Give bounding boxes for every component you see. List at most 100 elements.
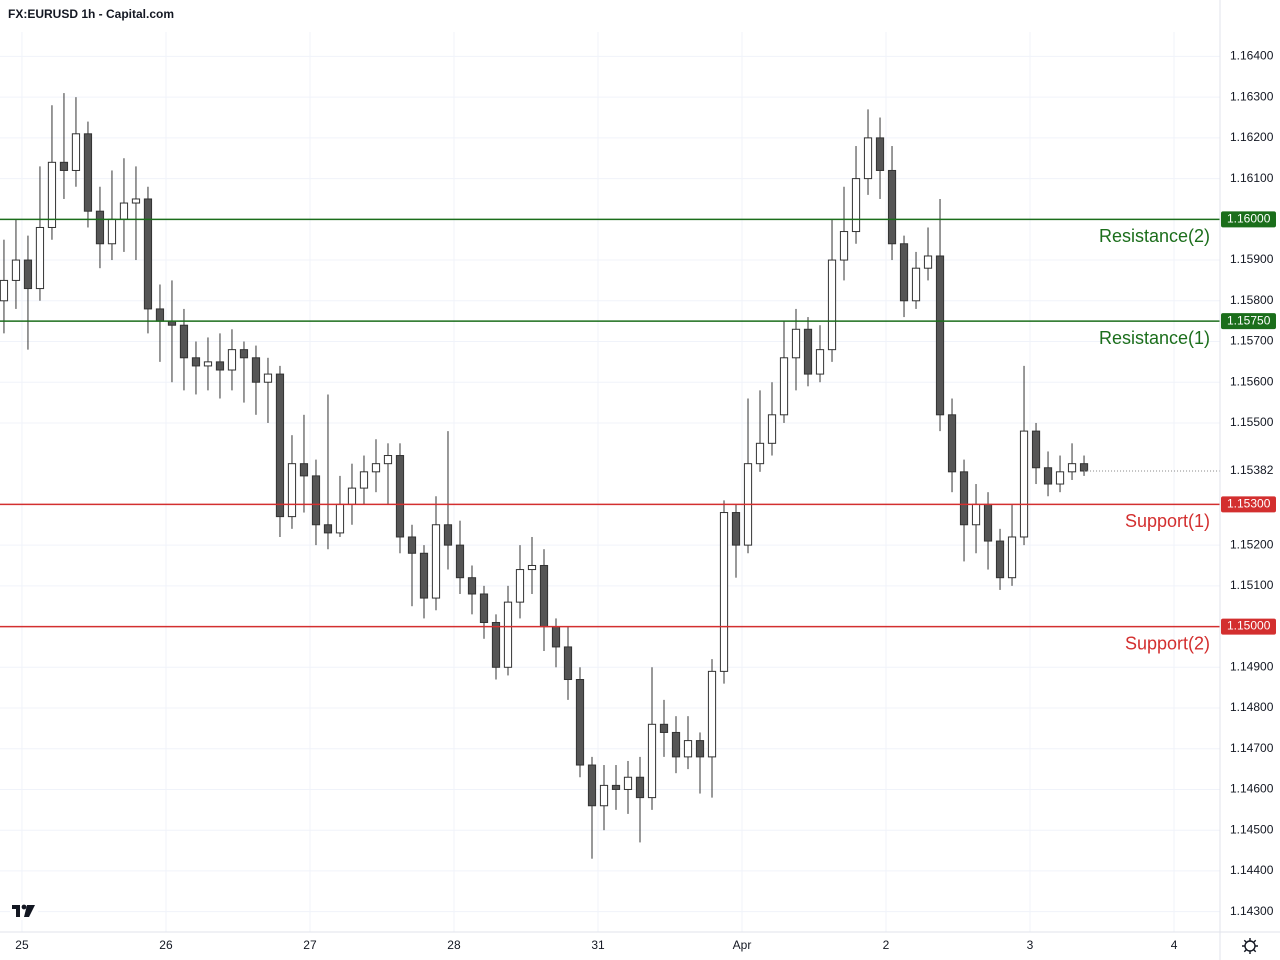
candle-body (143, 198, 153, 310)
chart-title: FX:EURUSD 1h - Capital.com (8, 7, 174, 21)
x-tick-label: 25 (15, 938, 29, 952)
candle-body (275, 373, 285, 518)
candle-body (203, 361, 213, 367)
y-tick-label: 1.15900 (1230, 252, 1274, 266)
candle-body (611, 784, 621, 790)
candle-body (431, 524, 441, 599)
y-tick-label: 1.14900 (1230, 659, 1274, 673)
candle-body (947, 414, 957, 473)
x-tick-label: 3 (1027, 938, 1034, 952)
y-tick-label: 1.14300 (1230, 904, 1274, 918)
candle-body (827, 259, 837, 351)
level-tag-label: 1.15000 (1227, 619, 1271, 633)
candle-body (539, 564, 549, 628)
candle-body (1019, 430, 1029, 538)
y-tick-label: 1.16400 (1230, 49, 1274, 63)
y-tick-label: 1.15100 (1230, 578, 1274, 592)
candle-body (395, 455, 405, 538)
level-tag (1221, 496, 1276, 513)
candle-body (707, 670, 717, 758)
candle-body (383, 455, 393, 465)
candle-body (767, 414, 777, 444)
candle-body (1043, 467, 1053, 485)
y-tick-label: 1.15800 (1230, 293, 1274, 307)
x-tick-label: 28 (447, 938, 461, 952)
candle-body (875, 137, 885, 171)
y-tick-label: 1.15700 (1230, 334, 1274, 348)
y-tick-label: 1.14700 (1230, 741, 1274, 755)
candle-body (71, 133, 81, 171)
candle-body (887, 169, 897, 245)
candle-body (779, 357, 789, 416)
candle-body (551, 626, 561, 648)
candle-body (11, 259, 21, 281)
candle-body (179, 324, 189, 359)
candle-body (899, 243, 909, 302)
level-name: Support(1) (1125, 511, 1210, 531)
x-tick-label: 4 (1171, 938, 1178, 952)
candle-body (983, 503, 993, 542)
candle-body (671, 731, 681, 758)
candle-body (587, 764, 597, 807)
y-tick-label: 1.16100 (1230, 171, 1274, 185)
candle-body (227, 349, 237, 371)
candle-body (959, 471, 969, 526)
candle-body (59, 161, 69, 171)
candle-body (563, 646, 573, 681)
candle-body (623, 776, 633, 790)
candle-body (647, 723, 657, 799)
candle-body (479, 593, 489, 623)
candle-body (0, 279, 9, 302)
y-tick-label: 1.14800 (1230, 700, 1274, 714)
candle-body (1007, 536, 1017, 579)
candle-body (971, 503, 981, 526)
candle-body (659, 723, 669, 733)
candle-body (635, 776, 645, 799)
candle-body (911, 267, 921, 302)
logo (10, 902, 38, 920)
level-name: Support(2) (1125, 633, 1210, 653)
candles (0, 93, 1089, 859)
candle-body (851, 178, 861, 233)
candle-body (791, 328, 801, 359)
candle-body (443, 524, 453, 546)
candle-body (47, 161, 57, 228)
x-tick-label: 2 (883, 938, 890, 952)
candle-body (359, 471, 369, 489)
candle-body (1031, 430, 1041, 469)
candle-body (287, 463, 297, 518)
last-price-label: 1.15382 (1230, 463, 1274, 477)
level-tag-label: 1.15300 (1227, 497, 1271, 511)
level-tag (1221, 211, 1276, 228)
candle-body (95, 210, 105, 245)
candle-body (419, 552, 429, 599)
candle-body (731, 512, 741, 546)
x-tick-label: Apr (733, 938, 752, 952)
candle-body (371, 463, 381, 473)
candle-body (455, 544, 465, 579)
y-tick-label: 1.15600 (1230, 374, 1274, 388)
candle-body (335, 503, 345, 534)
candle-body (1079, 463, 1089, 472)
x-tick-label: 26 (159, 938, 173, 952)
candle-body (803, 328, 813, 375)
candle-body (467, 577, 477, 595)
x-tick-label: 27 (303, 938, 317, 952)
x-tick-label: 31 (591, 938, 605, 952)
candle-body (527, 564, 537, 571)
candle-body (995, 540, 1005, 579)
candle-body (347, 487, 357, 505)
candle-body (215, 361, 225, 371)
candle-body (695, 740, 705, 758)
candle-body (191, 357, 201, 367)
candle-body (23, 259, 33, 290)
candle-body (119, 202, 129, 220)
last-price-tag (1221, 463, 1276, 480)
settings-icon[interactable] (1242, 938, 1258, 954)
candle-body (407, 536, 417, 554)
y-tick-label: 1.14500 (1230, 822, 1274, 836)
level-tag-label: 1.16000 (1227, 212, 1271, 226)
y-tick-label: 1.14400 (1230, 863, 1274, 877)
grid (0, 32, 1220, 932)
